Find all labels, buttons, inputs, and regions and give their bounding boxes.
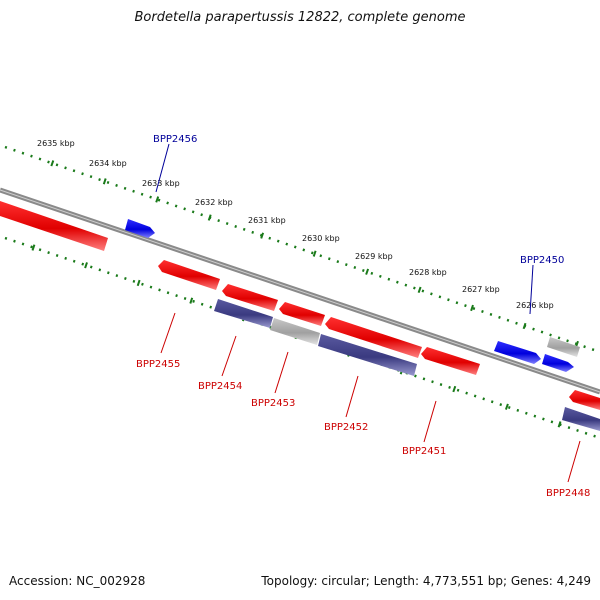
scale-tick [522, 322, 527, 330]
gene-arrow-forward[interactable] [494, 341, 541, 364]
gene-arrow-forward[interactable] [542, 354, 574, 372]
scale-tick [31, 244, 36, 251]
scale-tick [50, 160, 55, 167]
scale-tick [312, 250, 317, 257]
scale-tick [260, 232, 265, 239]
gene-arrow-reverse[interactable] [0, 201, 108, 251]
kbp-scale-labels: 2635 kbp 2634 kbp 2633 kbp 2632 kbp 2631… [37, 139, 554, 310]
scale-tick [417, 286, 422, 294]
kbp-label: 2635 kbp [37, 139, 75, 148]
scale-tick [155, 196, 160, 203]
gene-leader-lines [155, 143, 581, 483]
scale-tick [504, 403, 509, 410]
scale-line-inner [4, 236, 600, 440]
leader-line-reverse [160, 312, 176, 354]
genome-title: Bordetella parapertussis 12822, complete… [134, 10, 466, 25]
gene-label-reverse[interactable]: BPP2452 [324, 422, 368, 433]
leader-line-reverse [221, 335, 237, 377]
gene-arrow-reverse[interactable] [421, 347, 480, 375]
kbp-label: 2627 kbp [462, 285, 500, 294]
kbp-label: 2626 kbp [516, 301, 554, 310]
gene-pseudo[interactable] [270, 318, 320, 345]
kbp-label: 2631 kbp [248, 216, 286, 225]
gene-other[interactable] [562, 407, 600, 431]
gene-arrow-reverse[interactable] [279, 302, 325, 326]
gene-features[interactable] [0, 201, 600, 431]
gene-arrow-forward[interactable] [125, 219, 155, 238]
gene-label-reverse[interactable]: BPP2455 [136, 359, 180, 370]
leader-line-reverse [423, 400, 437, 443]
kbp-label: 2630 kbp [302, 234, 340, 243]
gene-label-forward[interactable]: BPP2456 [153, 134, 197, 145]
gene-other[interactable] [318, 334, 417, 376]
gene-arrow-reverse[interactable] [158, 260, 220, 290]
kbp-label: 2628 kbp [409, 268, 447, 277]
kbp-label: 2634 kbp [89, 159, 127, 168]
leader-line-reverse [274, 351, 289, 394]
gene-arrow-reverse[interactable] [325, 317, 422, 358]
accession-text: Accession: NC_002928 [9, 574, 146, 588]
leader-line-reverse [345, 375, 359, 418]
leader-line-reverse [567, 440, 581, 483]
scale-tick [365, 268, 370, 275]
scale-tick [84, 262, 88, 269]
gene-label-reverse[interactable]: BPP2448 [546, 488, 590, 499]
kbp-label: 2632 kbp [195, 198, 233, 207]
scale-tick [470, 304, 474, 312]
gene-labels[interactable]: BPP2456 BPP2450 BPP2455 BPP2454 BPP2453 … [136, 134, 590, 499]
scale-tick [136, 279, 141, 287]
gene-other[interactable] [214, 299, 273, 328]
gene-label-reverse[interactable]: BPP2451 [402, 446, 446, 457]
scale-tick [189, 297, 194, 304]
gene-label-reverse[interactable]: BPP2454 [198, 381, 242, 392]
gene-pseudo[interactable] [547, 337, 580, 357]
topology-text: Topology: circular; Length: 4,773,551 bp… [261, 574, 591, 588]
scale-tick [452, 385, 457, 393]
gene-arrow-reverse[interactable] [222, 284, 278, 311]
gene-label-reverse[interactable]: BPP2453 [251, 398, 295, 409]
scale-line-outer [4, 145, 600, 354]
scale-tick [207, 214, 212, 221]
kbp-label: 2629 kbp [355, 252, 393, 261]
kbp-label: 2633 kbp [142, 179, 180, 188]
gene-arrow-reverse[interactable] [569, 390, 600, 410]
scale-tick [102, 178, 107, 185]
gene-label-forward[interactable]: BPP2450 [520, 255, 564, 266]
leader-line-forward [155, 143, 170, 193]
genome-backbone-highlight [0, 189, 600, 393]
scale-tick [557, 421, 562, 428]
leader-line-forward [529, 264, 534, 315]
